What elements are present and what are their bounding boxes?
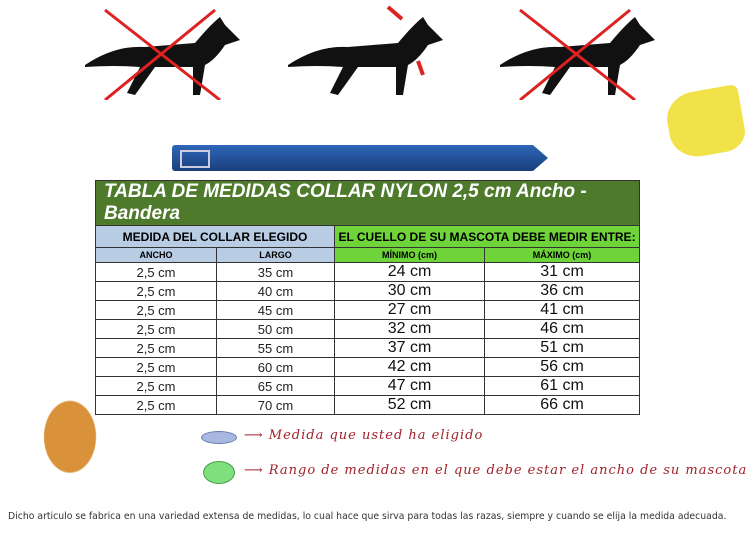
largo-cell: 70 cm: [216, 395, 335, 415]
table-row: 2,5 cm 70 cm 52 cm 66 cm: [95, 395, 640, 415]
col-maximo: MÁXIMO (cm): [484, 247, 640, 263]
minimo-cell: 27 cm: [334, 300, 485, 320]
maximo-cell: 31 cm: [484, 262, 640, 282]
largo-cell: 40 cm: [216, 281, 335, 301]
range-legend-swatch: [203, 461, 235, 484]
collar-image: [172, 145, 548, 171]
col-minimo: MÍNIMO (cm): [334, 247, 485, 263]
ancho-cell: 2,5 cm: [95, 395, 217, 415]
range-legend-text: Rango de medidas en el que debe estar el…: [268, 463, 748, 478]
ancho-cell: 2,5 cm: [95, 262, 217, 282]
dog-wrong-collar-icon: [500, 8, 655, 100]
ancho-cell: 2,5 cm: [95, 357, 217, 377]
footer-text: Dicho articulo se fabrica en una varieda…: [8, 511, 727, 522]
table-row: 2,5 cm 50 cm 32 cm 46 cm: [95, 319, 640, 339]
maximo-cell: 61 cm: [484, 376, 640, 396]
minimo-cell: 42 cm: [334, 357, 485, 377]
ancho-cell: 2,5 cm: [95, 338, 217, 358]
group-header-neck: EL CUELLO DE SU MASCOTA DEBE MEDIR ENTRE…: [334, 225, 640, 248]
minimo-cell: 30 cm: [334, 281, 485, 301]
size-table: TABLA DE MEDIDAS COLLAR NYLON 2,5 cm Anc…: [95, 180, 640, 415]
col-ancho: ANCHO: [95, 247, 217, 263]
ancho-cell: 2,5 cm: [95, 281, 217, 301]
tape-measure-icon: [662, 83, 748, 162]
chosen-legend-swatch: [201, 431, 237, 444]
table-row: 2,5 cm 45 cm 27 cm 41 cm: [95, 300, 640, 320]
table-row: 2,5 cm 35 cm 24 cm 31 cm: [95, 262, 640, 282]
table-row: 2,5 cm 40 cm 30 cm 36 cm: [95, 281, 640, 301]
ancho-cell: 2,5 cm: [95, 376, 217, 396]
largo-cell: 45 cm: [216, 300, 335, 320]
table-row: 2,5 cm 65 cm 47 cm 61 cm: [95, 376, 640, 396]
largo-cell: 60 cm: [216, 357, 335, 377]
maximo-cell: 51 cm: [484, 338, 640, 358]
chosen-legend: ⟶ Medida que usted ha eligido: [244, 428, 483, 443]
ancho-cell: 2,5 cm: [95, 319, 217, 339]
maximo-cell: 36 cm: [484, 281, 640, 301]
largo-cell: 35 cm: [216, 262, 335, 282]
maximo-cell: 46 cm: [484, 319, 640, 339]
maximo-cell: 56 cm: [484, 357, 640, 377]
ancho-cell: 2,5 cm: [95, 300, 217, 320]
arrow-right-icon: ⟶: [244, 428, 264, 443]
group-header-collar: MEDIDA DEL COLLAR ELEGIDO: [95, 225, 335, 248]
minimo-cell: 24 cm: [334, 262, 485, 282]
largo-cell: 50 cm: [216, 319, 335, 339]
table-title: TABLA DE MEDIDAS COLLAR NYLON 2,5 cm Anc…: [95, 180, 640, 226]
largo-cell: 65 cm: [216, 376, 335, 396]
maximo-cell: 41 cm: [484, 300, 640, 320]
table-row: 2,5 cm 60 cm 42 cm 56 cm: [95, 357, 640, 377]
table-row: 2,5 cm 55 cm 37 cm 51 cm: [95, 338, 640, 358]
chosen-legend-text: Medida que usted ha eligido: [268, 428, 484, 443]
range-legend: ⟶ Rango de medidas en el que debe estar …: [244, 463, 747, 478]
dog-correct-collar-icon: [288, 5, 443, 95]
dog-wrong-collar-icon: [85, 8, 240, 100]
maximo-cell: 66 cm: [484, 395, 640, 415]
col-largo: LARGO: [216, 247, 335, 263]
minimo-cell: 52 cm: [334, 395, 485, 415]
arrow-right-icon: ⟶: [244, 463, 264, 478]
minimo-cell: 47 cm: [334, 376, 485, 396]
largo-cell: 55 cm: [216, 338, 335, 358]
cartoon-dog-image: [30, 400, 110, 492]
minimo-cell: 32 cm: [334, 319, 485, 339]
minimo-cell: 37 cm: [334, 338, 485, 358]
